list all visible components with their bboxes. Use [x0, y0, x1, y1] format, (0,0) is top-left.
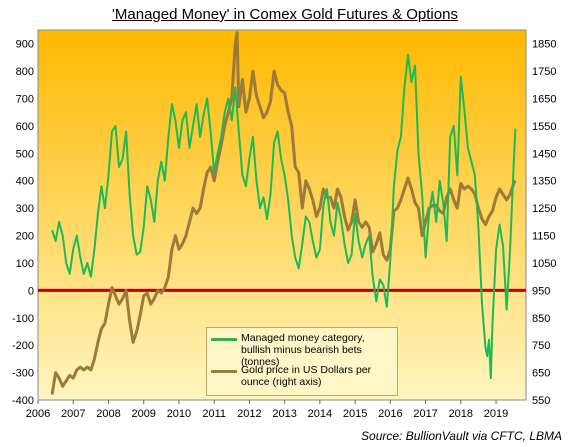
left-tick-label: 300 [16, 203, 34, 215]
x-tick-label: 2015 [343, 408, 367, 420]
right-tick-label: 1650 [532, 94, 556, 106]
left-tick-label: 600 [16, 121, 34, 133]
right-axis: 1850 1750 1650 1550 1450 1350 1250 1150 1050 950 8… [532, 39, 556, 407]
right-tick-label: 650 [532, 368, 550, 380]
source-text: BullionVault via CFTC, LBMA [405, 429, 562, 443]
right-tick-label: 1350 [532, 176, 556, 188]
legend-swatch-money [211, 338, 237, 341]
chart-title: 'Managed Money' in Comex Gold Futures & … [112, 6, 458, 23]
legend: Managed money category, bullish minus be… [206, 327, 398, 396]
left-tick-label: -300 [12, 368, 34, 380]
right-tick-label: 750 [532, 340, 550, 352]
left-tick-label: 100 [16, 258, 34, 270]
left-tick-label: 200 [16, 231, 34, 243]
right-tick-label: 1450 [532, 148, 556, 160]
right-tick-label: 1550 [532, 121, 556, 133]
left-tick-label: -400 [12, 395, 34, 407]
left-tick-label: 400 [16, 176, 34, 188]
left-tick-label: -200 [12, 340, 34, 352]
right-tick-label: 550 [532, 395, 550, 407]
legend-label-gold: Gold price in US Dollars per ounce (righ… [241, 364, 372, 388]
right-tick-label: 1750 [532, 66, 556, 78]
legend-swatch-gold [211, 370, 237, 373]
right-tick-label: 1850 [532, 39, 556, 51]
x-tick-label: 2012 [237, 408, 261, 420]
left-tick-label: -100 [12, 313, 34, 325]
right-tick-label: 1150 [532, 231, 556, 243]
left-tick-label: 800 [16, 66, 34, 78]
x-tick-label: 2019 [484, 408, 508, 420]
x-tick-label: 2018 [449, 408, 473, 420]
x-tick-label: 2013 [272, 408, 296, 420]
left-tick-label: 0 [28, 285, 34, 297]
managed-money-line [51, 53, 517, 380]
legend-label-money: Managed money category, bullish minus be… [241, 332, 365, 368]
x-tick-label: 2017 [413, 408, 437, 420]
x-tick-label: 2006 [26, 408, 50, 420]
source-note: Source: BullionVault via CFTC, LBMA [361, 429, 562, 443]
right-tick-label: 1250 [532, 203, 556, 215]
right-tick-label: 950 [532, 285, 550, 297]
x-tick-label: 2009 [131, 408, 155, 420]
gold-price-line [50, 31, 517, 395]
left-axis: 900 800 700 600 500 400 300 200 100 0 -100 -200 -300… [12, 39, 34, 407]
x-axis: 2006 2007 2008 2009 2010 2011 2012 2013 2014 2015… [26, 400, 508, 420]
x-tick-label: 2010 [167, 408, 191, 420]
x-tick-label: 2016 [378, 408, 402, 420]
right-tick-label: 850 [532, 313, 550, 325]
x-tick-label: 2007 [61, 408, 85, 420]
left-tick-label: 700 [16, 94, 34, 106]
left-tick-label: 500 [16, 148, 34, 160]
x-tick-label: 2008 [96, 408, 120, 420]
x-tick-label: 2011 [202, 408, 226, 420]
left-tick-label: 900 [16, 39, 34, 51]
x-tick-label: 2014 [308, 408, 332, 420]
source-prefix: Source: [361, 429, 403, 443]
right-tick-label: 1050 [532, 258, 556, 270]
